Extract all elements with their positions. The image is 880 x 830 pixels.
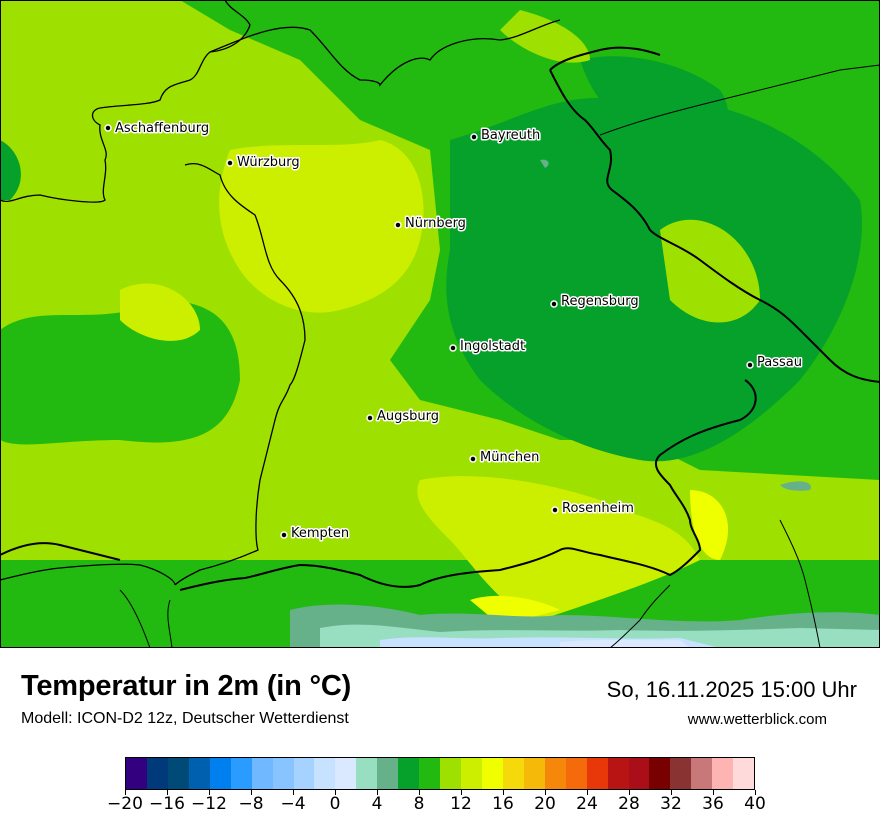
chart-title: Temperatur in 2m (in °C)	[21, 670, 352, 702]
city-ingolstadt[interactable]: Ingolstadt	[449, 338, 527, 356]
colorbar-segment	[586, 758, 608, 789]
city-rosenheim[interactable]: Rosenheim	[551, 500, 635, 518]
colorbar-segment	[146, 758, 168, 789]
tick-mark	[334, 790, 336, 795]
tick-mark	[460, 790, 462, 795]
colorbar-segment	[398, 758, 420, 789]
colorbar-segment	[502, 758, 524, 789]
colorbar-segment	[691, 758, 713, 789]
tick-label: 24	[576, 794, 598, 814]
tick-mark	[292, 790, 294, 795]
country-borders	[0, 46, 880, 591]
colorbar-segment	[167, 758, 189, 789]
svg-text:Bayreuth: Bayreuth	[481, 128, 540, 143]
city-aschaffenburg[interactable]: Aschaffenburg	[104, 120, 211, 138]
tick-label: −12	[191, 794, 227, 814]
colorbar-segment	[733, 758, 755, 789]
tick-label: −8	[238, 794, 264, 814]
tick-mark	[166, 790, 168, 795]
tick-label: 12	[450, 794, 472, 814]
city-passau[interactable]: Passau	[746, 354, 803, 372]
tick-label: 0	[329, 794, 341, 814]
colorbar-segment	[272, 758, 294, 789]
colorbar-segment	[481, 758, 503, 789]
colorbar-segment	[314, 758, 336, 789]
map-canvas: Aschaffenburg Würzburg Bayreuth Nürnberg…	[0, 0, 880, 648]
svg-text:Würzburg: Würzburg	[237, 155, 300, 170]
city-augsburg[interactable]: Augsburg	[366, 408, 441, 426]
tick-mark	[628, 790, 630, 795]
valid-datetime: So, 16.11.2025 15:00 Uhr	[606, 677, 857, 702]
temperature-colorbar	[125, 757, 755, 790]
tick-mark	[124, 790, 126, 795]
colorbar-segment	[440, 758, 461, 789]
tick-mark	[208, 790, 210, 795]
svg-text:Nürnberg: Nürnberg	[405, 216, 466, 231]
tick-label: 40	[744, 794, 766, 814]
tick-mark	[418, 790, 420, 795]
svg-text:München: München	[480, 450, 539, 465]
city-wuerzburg[interactable]: Würzburg	[226, 154, 301, 172]
colorbar-segment	[461, 758, 482, 789]
tick-mark	[586, 790, 588, 795]
colorbar-segment	[544, 758, 566, 789]
colorbar-segment	[188, 758, 210, 789]
city-kempten[interactable]: Kempten	[280, 525, 351, 543]
svg-text:Regensburg: Regensburg	[561, 294, 639, 309]
tick-label: −20	[107, 794, 143, 814]
tick-mark	[250, 790, 252, 795]
city-muenchen[interactable]: München	[469, 449, 541, 467]
svg-text:Augsburg: Augsburg	[377, 409, 439, 424]
tick-label: −16	[149, 794, 185, 814]
temperature-map: Aschaffenburg Würzburg Bayreuth Nürnberg…	[0, 0, 880, 648]
tick-label: 32	[660, 794, 682, 814]
colorbar-segment	[607, 758, 629, 789]
city-markers: Aschaffenburg Würzburg Bayreuth Nürnberg…	[104, 120, 803, 543]
tick-mark	[712, 790, 714, 795]
model-subtitle: Modell: ICON-D2 12z, Deutscher Wetterdie…	[21, 710, 349, 727]
colorbar-segment	[356, 758, 378, 789]
colorbar-segment	[335, 758, 357, 789]
colorbar-segment	[523, 758, 545, 789]
colorbar-segment	[293, 758, 315, 789]
region-borders	[119, 64, 880, 648]
tick-label: 36	[702, 794, 724, 814]
tick-mark	[502, 790, 504, 795]
svg-text:Passau: Passau	[757, 355, 802, 370]
tick-label: 4	[371, 794, 383, 814]
city-nuernberg[interactable]: Nürnberg	[394, 215, 467, 233]
website-link[interactable]: www.wetterblick.com	[687, 711, 827, 728]
colorbar-segment	[377, 758, 399, 789]
svg-text:Ingolstadt: Ingolstadt	[460, 339, 525, 354]
colorbar-segment	[712, 758, 734, 789]
colorbar-segment	[209, 758, 231, 789]
svg-text:Kempten: Kempten	[291, 526, 349, 541]
tick-label: 20	[534, 794, 556, 814]
tick-label: −4	[280, 794, 306, 814]
state-borders	[0, 0, 561, 586]
colorbar-segment	[419, 758, 441, 789]
colorbar-segment	[628, 758, 650, 789]
colorbar-segment	[251, 758, 273, 789]
svg-text:Aschaffenburg: Aschaffenburg	[115, 121, 209, 136]
svg-text:Rosenheim: Rosenheim	[562, 501, 634, 516]
colorbar-segment	[126, 758, 147, 789]
colorbar-segment	[670, 758, 692, 789]
colorbar-ticks: −20 −16 −12 −8 −4 0 4 8 12 16 20 24 28 32 36 40	[107, 790, 766, 820]
colorbar-segment	[649, 758, 671, 789]
tick-label: 28	[618, 794, 640, 814]
colorbar-segment	[565, 758, 587, 789]
tick-mark	[544, 790, 546, 795]
tick-mark	[670, 790, 672, 795]
city-bayreuth[interactable]: Bayreuth	[470, 127, 542, 145]
colorbar-segment	[230, 758, 252, 789]
tick-mark	[754, 790, 756, 795]
tick-label: 8	[413, 794, 425, 814]
tick-label: 16	[492, 794, 514, 814]
city-regensburg[interactable]: Regensburg	[550, 293, 640, 311]
tick-mark	[376, 790, 378, 795]
